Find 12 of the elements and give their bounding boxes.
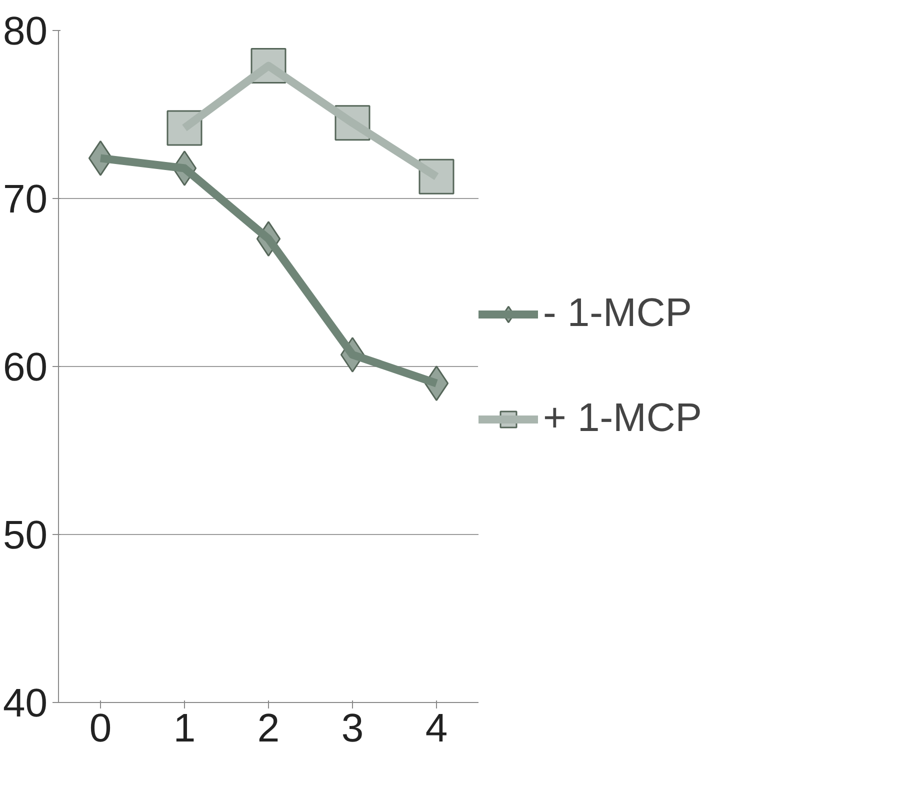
x-tick-label: 2 bbox=[257, 706, 280, 750]
legend-label: + 1-MCP bbox=[543, 396, 702, 441]
legend-label: - 1-MCP bbox=[543, 291, 692, 336]
y-tick-label: 70 bbox=[3, 178, 48, 222]
y-tick-label: 40 bbox=[3, 682, 48, 726]
x-tick-label: 3 bbox=[341, 706, 364, 750]
x-tick-label: 0 bbox=[89, 706, 112, 750]
y-tick-label: 60 bbox=[3, 346, 48, 390]
x-tick-label: 1 bbox=[173, 706, 196, 750]
y-tick-label: 80 bbox=[3, 10, 48, 54]
y-tick-label: 50 bbox=[3, 514, 48, 558]
x-tick-label: 4 bbox=[425, 706, 448, 750]
